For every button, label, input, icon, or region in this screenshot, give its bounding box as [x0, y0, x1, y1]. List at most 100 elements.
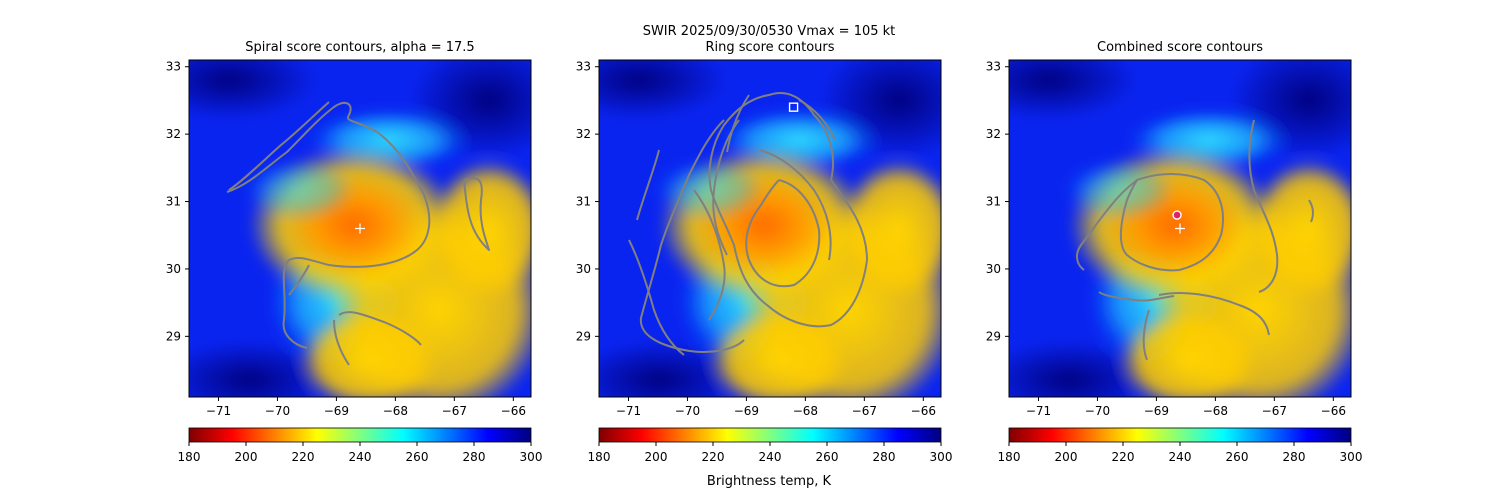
colorbar-tick-label: 220 [702, 450, 725, 464]
colorbar [1008, 427, 1352, 443]
panel-3: Combined score contours −71 −70 −69 −68 −67 −6… [959, 40, 1389, 464]
panel-1: Spiral score contours, alpha = 17.5 −71 −7… [139, 40, 569, 464]
x-tick-label: −67 [852, 404, 877, 418]
x-tick-label: −71 [206, 404, 231, 418]
center-plus-marker [355, 223, 365, 234]
y-tick-label: 33 [986, 60, 1001, 74]
y-tick-label: 29 [576, 329, 591, 343]
y-tick-label: 30 [166, 262, 181, 276]
colorbar-tick-label: 180 [998, 450, 1021, 464]
contour-line [1142, 309, 1150, 361]
x-tick-label: −69 [1144, 404, 1169, 418]
score-contours [628, 92, 868, 356]
y-tick-label: 31 [986, 195, 1001, 209]
colorbar-tick-label: 280 [1283, 450, 1306, 464]
colorbar-tick-label: 240 [1169, 450, 1192, 464]
x-tick-label: −68 [1203, 404, 1228, 418]
y-tick-label: 33 [166, 60, 181, 74]
score-contours [226, 101, 490, 366]
brightness-temp-image [139, 40, 569, 420]
panels: Spiral score contours, alpha = 17.5 −71 −7… [139, 40, 1389, 464]
y-tick-label: 31 [166, 195, 181, 209]
x-tick-label: −66 [501, 404, 526, 418]
colorbar-tick-label: 260 [1226, 450, 1249, 464]
square-marker [788, 102, 799, 112]
contour-line [226, 101, 431, 349]
x-tick-label: −69 [324, 404, 349, 418]
contour-line [712, 119, 740, 256]
colorbar-tick-label: 220 [292, 450, 315, 464]
x-tick-label: −71 [1026, 404, 1051, 418]
contour-line [798, 99, 836, 141]
x-tick-label: −67 [442, 404, 467, 418]
panel-2: Ring score contours −71 −70 −69 −68 −67 −66 29 3… [576, 40, 953, 464]
contour-line [333, 319, 350, 366]
panel-title: Spiral score contours, alpha = 17.5 [245, 40, 474, 55]
center-plus-marker [1175, 223, 1185, 234]
contour-line [288, 264, 310, 296]
colorbar [598, 427, 942, 443]
colorbar-tick-label: 280 [463, 450, 486, 464]
x-tick-label: −66 [1321, 404, 1346, 418]
colorbar-tick-label: 200 [645, 450, 668, 464]
circle-marker [1172, 210, 1182, 220]
contour-line [708, 92, 868, 328]
x-tick-label: −67 [1262, 404, 1287, 418]
axes-frame [598, 59, 942, 398]
contour-line [228, 101, 330, 191]
y-tick-label: 29 [986, 329, 1001, 343]
contour-line [628, 239, 685, 356]
contour-line [1158, 292, 1270, 336]
axes-frame [188, 59, 532, 398]
axes-frame [1008, 59, 1352, 398]
y-tick-label: 33 [576, 60, 591, 74]
contour-line [726, 94, 750, 153]
contour-line [338, 311, 422, 346]
x-tick-label: −68 [793, 404, 818, 418]
y-tick-label: 32 [166, 127, 181, 141]
contour-line [1308, 199, 1315, 223]
y-tick-label: 30 [576, 262, 591, 276]
x-tick-label: −68 [383, 404, 408, 418]
y-tick-label: 31 [576, 195, 591, 209]
colorbar-tick-label: 280 [873, 450, 896, 464]
colorbar-tick-label: 200 [1055, 450, 1078, 464]
colorbar [188, 427, 532, 443]
colorbar-tick-label: 220 [1112, 450, 1135, 464]
brightness-temp-image [959, 40, 1389, 420]
contour-line [636, 149, 660, 221]
colorbar-tick-label: 180 [178, 450, 201, 464]
colorbar-tick-label: 200 [235, 450, 258, 464]
x-tick-label: −71 [616, 404, 641, 418]
y-tick-label: 32 [986, 127, 1001, 141]
y-tick-label: 29 [166, 329, 181, 343]
colorbar-tick-label: 240 [349, 450, 372, 464]
colorbar-tick-label: 240 [759, 450, 782, 464]
x-tick-label: −70 [675, 404, 700, 418]
contour-line [693, 189, 726, 321]
contour-line [1248, 119, 1279, 293]
y-tick-label: 30 [986, 262, 1001, 276]
score-contours [1076, 119, 1315, 361]
contour-line [639, 119, 745, 353]
x-tick-label: −70 [1085, 404, 1110, 418]
contour-line [758, 149, 832, 261]
colorbar-tick-label: 300 [930, 450, 953, 464]
x-tick-label: −70 [265, 404, 290, 418]
y-tick-label: 32 [576, 127, 591, 141]
panel-title: Ring score contours [705, 40, 834, 55]
colorbar-label: Brightness temp, K [707, 474, 832, 489]
colorbar-tick-label: 180 [588, 450, 611, 464]
panel-title: Combined score contours [1097, 40, 1263, 55]
colorbar-tick-label: 300 [520, 450, 543, 464]
contour-line [1076, 179, 1138, 271]
colorbar-tick-label: 300 [1340, 450, 1363, 464]
contour-line [1120, 173, 1225, 272]
contour-line [463, 177, 490, 251]
x-tick-label: −69 [734, 404, 759, 418]
colorbar-tick-label: 260 [816, 450, 839, 464]
contour-line [1098, 291, 1175, 302]
contour-line [745, 179, 821, 288]
colorbar-tick-label: 260 [406, 450, 429, 464]
